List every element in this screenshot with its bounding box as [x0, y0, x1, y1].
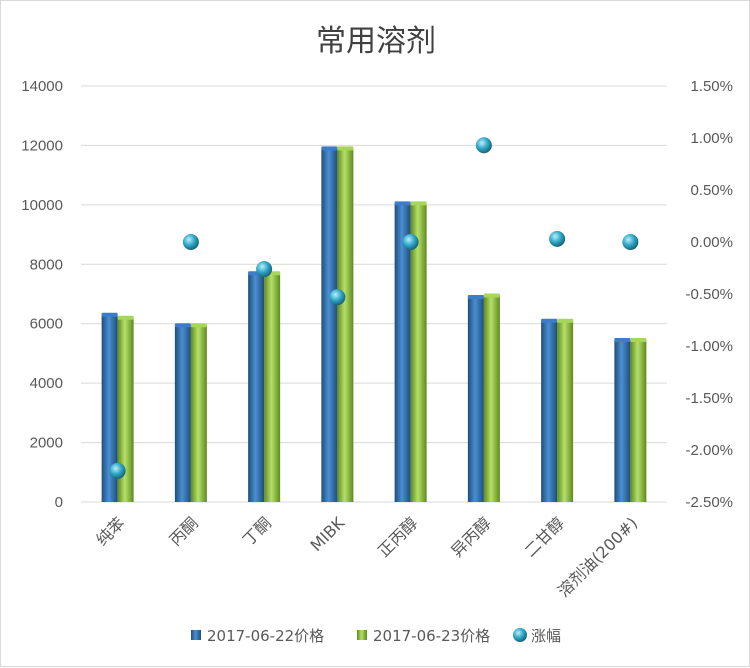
bar-cap: [557, 318, 574, 323]
right-tick-label: 0.50%: [690, 182, 733, 199]
bar: [467, 296, 484, 502]
bar: [557, 320, 574, 502]
bar-cap: [174, 323, 191, 328]
category-label: 丙酮: [166, 513, 202, 549]
right-axis: -2.50% -2.00% -1.50% -1.00% -0.50% 0.00% 0.50%…: [685, 78, 733, 511]
bar: [394, 203, 411, 502]
right-tick-label: -2.00%: [685, 442, 733, 459]
legend-label: 2017-06-22价格: [207, 627, 324, 645]
legend-label: 涨幅: [531, 627, 561, 645]
left-tick-label: 6000: [30, 316, 63, 333]
category-label: 二甘醇: [521, 513, 568, 560]
bar-cap: [101, 312, 118, 317]
bar: [337, 148, 354, 502]
legend-label: 2017-06-23价格: [373, 627, 490, 645]
legend-swatch: [513, 628, 527, 642]
category-label: 丁酮: [239, 513, 275, 549]
bar-cap: [337, 146, 354, 151]
data-point: [402, 234, 419, 250]
category-label: 异丙醇: [447, 513, 494, 560]
data-point: [475, 137, 492, 154]
bar: [101, 314, 118, 502]
category-label: 正丙醇: [374, 513, 421, 560]
right-tick-label: -2.50%: [685, 494, 733, 511]
bar-series: [101, 146, 647, 502]
category-label: MIBK: [306, 513, 348, 555]
left-tick-label: 8000: [30, 256, 63, 273]
right-tick-label: 0.00%: [690, 234, 733, 251]
bar: [541, 320, 558, 502]
bar-cap: [483, 293, 500, 298]
bar-cap: [541, 318, 558, 323]
legend-swatch: [191, 630, 201, 640]
left-axis: 0 2000 4000 6000 8000 10000 12000 14000: [21, 78, 63, 511]
bar-cap: [394, 201, 411, 206]
category-label: 纯苯: [92, 513, 128, 549]
right-tick-label: -1.00%: [685, 338, 733, 355]
bar-cap: [117, 315, 134, 320]
left-tick-label: 10000: [21, 197, 63, 214]
bar: [483, 295, 500, 502]
legend: 2017-06-22价格 2017-06-23价格 涨幅: [191, 627, 561, 645]
bar: [190, 325, 207, 502]
bar-cap: [321, 146, 338, 151]
bar-cap: [190, 323, 207, 328]
bar: [630, 340, 647, 502]
right-tick-label: -0.50%: [685, 286, 733, 303]
bar: [264, 273, 281, 502]
left-tick-label: 12000: [21, 137, 63, 154]
bar-cap: [614, 338, 631, 343]
legend-swatch: [357, 630, 367, 640]
data-point: [182, 234, 199, 250]
bar: [248, 273, 265, 502]
bar: [321, 148, 338, 502]
bar-cap: [410, 201, 427, 206]
bar: [117, 317, 134, 502]
left-tick-label: 4000: [30, 375, 63, 392]
bar-cap: [467, 294, 484, 299]
bar: [410, 203, 427, 502]
left-tick-label: 0: [55, 494, 63, 511]
left-tick-label: 14000: [21, 78, 63, 95]
right-tick-label: 1.00%: [690, 130, 733, 147]
data-point: [256, 261, 273, 278]
data-point: [329, 289, 346, 306]
bar: [614, 340, 631, 502]
data-point: [622, 234, 639, 250]
data-point: [109, 462, 126, 479]
right-tick-label: -1.50%: [685, 390, 733, 407]
gridlines: [81, 85, 667, 503]
bar-cap: [630, 338, 647, 343]
left-tick-label: 2000: [30, 435, 63, 452]
scatter-series: [109, 137, 639, 479]
bar: [174, 325, 191, 502]
right-tick-label: 1.50%: [690, 78, 733, 95]
data-point: [549, 230, 566, 247]
chart-title: 常用溶剂: [316, 24, 436, 59]
